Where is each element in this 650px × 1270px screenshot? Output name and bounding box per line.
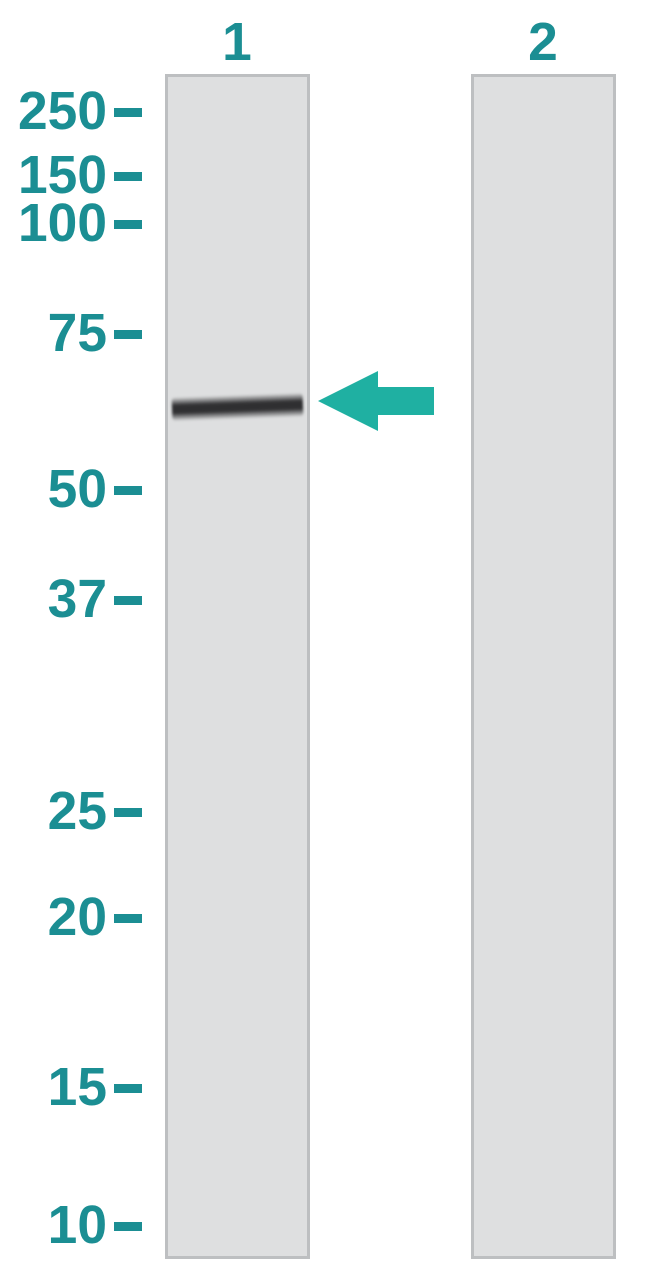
lane-2: [471, 74, 616, 1259]
mw-label-20: 20: [0, 891, 107, 944]
mw-tick-75: [114, 330, 142, 339]
band-arrow-icon: [318, 371, 434, 431]
mw-label-250: 250: [0, 85, 107, 138]
mw-label-37: 37: [0, 573, 107, 626]
band-arrow-head-icon: [318, 371, 378, 431]
mw-tick-250: [114, 108, 142, 117]
mw-label-15: 15: [0, 1061, 107, 1114]
mw-tick-10: [114, 1222, 142, 1231]
blot-canvas: 1225015010075503725201510: [0, 0, 650, 1270]
mw-label-10: 10: [0, 1199, 107, 1252]
mw-tick-15: [114, 1084, 142, 1093]
mw-tick-100: [114, 220, 142, 229]
mw-tick-150: [114, 172, 142, 181]
lane-header-1: 1: [197, 12, 277, 73]
mw-label-50: 50: [0, 463, 107, 516]
mw-label-100: 100: [0, 197, 107, 250]
mw-label-25: 25: [0, 785, 107, 838]
lane-header-2: 2: [503, 12, 583, 73]
mw-tick-37: [114, 596, 142, 605]
lane-1: [165, 74, 310, 1259]
band-arrow-shaft-icon: [378, 387, 434, 415]
mw-label-75: 75: [0, 307, 107, 360]
mw-tick-20: [114, 914, 142, 923]
mw-tick-50: [114, 486, 142, 495]
lane-1-band-1: [172, 393, 304, 422]
mw-tick-25: [114, 808, 142, 817]
